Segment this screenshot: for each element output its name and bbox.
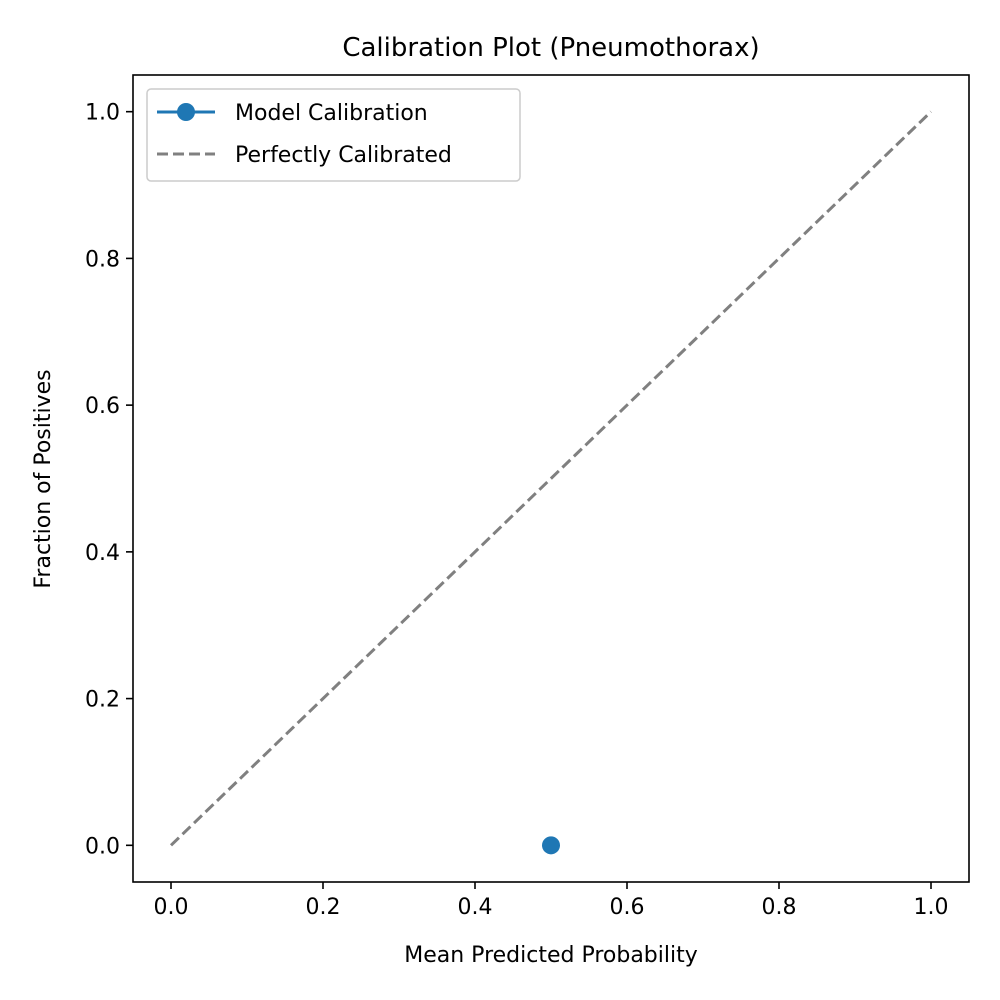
- x-axis-ticks: 0.0 0.2 0.4 0.6 0.8 1.0: [154, 882, 949, 920]
- data-point-model-calibration: [542, 836, 560, 855]
- plot-frame: [132, 74, 970, 883]
- chart-title: Calibration Plot (Pneumothorax): [342, 33, 759, 63]
- legend: Model Calibration Perfectly Calibrated: [146, 88, 521, 182]
- y-tick-label: 0.0: [85, 834, 120, 859]
- y-axis-ticks: 0.0 0.2 0.4 0.6 0.8 1.0: [85, 101, 133, 859]
- y-axis-label: Fraction of Positives: [31, 369, 56, 588]
- y-tick-label: 1.0: [85, 101, 120, 126]
- y-tick-label: 0.8: [85, 247, 120, 272]
- x-tick-label: 0.6: [610, 895, 645, 920]
- x-tick-label: 0.2: [306, 895, 341, 920]
- series-layer: [169, 110, 933, 855]
- x-tick-label: 0.8: [762, 895, 797, 920]
- legend-label-model-calibration: Model Calibration: [235, 101, 428, 126]
- legend-label-perfectly-calibrated: Perfectly Calibrated: [235, 143, 452, 168]
- x-tick-label: 0.4: [458, 895, 493, 920]
- legend-box: [146, 88, 521, 182]
- y-tick-label: 0.2: [85, 688, 120, 713]
- legend-marker-model-calibration: [177, 103, 195, 121]
- series-line-perfectly-calibrated: [169, 110, 933, 847]
- y-tick-label: 0.6: [85, 394, 120, 419]
- x-axis-label: Mean Predicted Probability: [404, 943, 698, 968]
- y-tick-label: 0.4: [85, 541, 120, 566]
- x-tick-label: 0.0: [154, 895, 189, 920]
- x-tick-label: 1.0: [914, 895, 949, 920]
